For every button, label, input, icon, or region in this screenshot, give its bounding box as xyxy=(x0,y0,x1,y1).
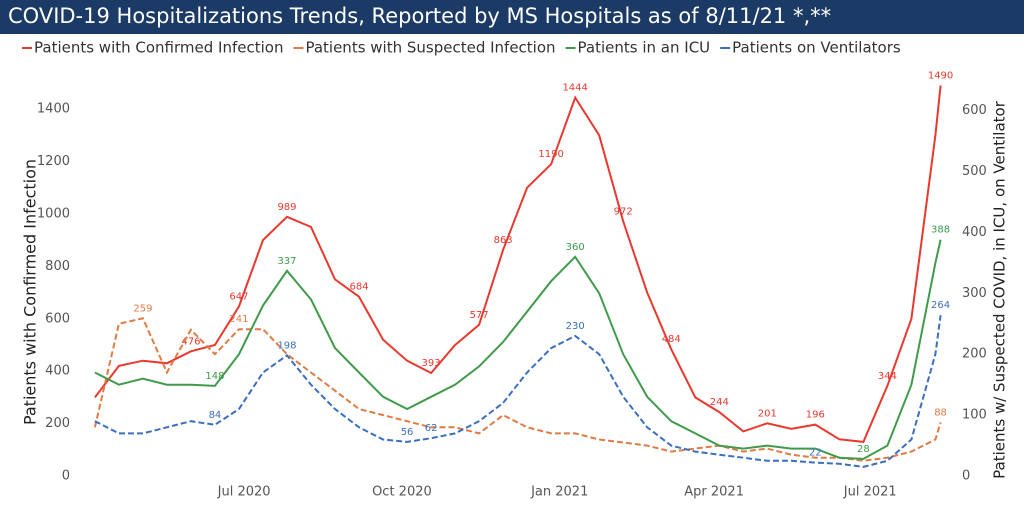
data-label: 201 xyxy=(758,408,777,419)
y-tick-label: 1200 xyxy=(37,154,70,169)
data-label: 989 xyxy=(277,202,296,213)
series-line xyxy=(94,315,942,468)
y2-tick-label: 500 xyxy=(962,164,987,179)
data-label: 148 xyxy=(205,371,224,382)
data-label: 337 xyxy=(277,256,296,267)
chart-title: COVID-19 Hospitalizations Trends, Report… xyxy=(8,4,831,28)
x-tick-label: Jan 2021 xyxy=(530,485,588,500)
data-label: 684 xyxy=(349,282,368,293)
series-line xyxy=(93,317,942,462)
y2-tick-label: 300 xyxy=(962,286,987,301)
data-label: 1444 xyxy=(562,83,587,94)
data-label: 476 xyxy=(181,336,200,347)
y2-axis-title: Patients w/ Suspected COVID, in ICU, on … xyxy=(991,100,1009,479)
data-label: 647 xyxy=(229,291,248,302)
data-label: 1190 xyxy=(538,149,563,160)
series-line xyxy=(94,239,942,460)
data-label: 244 xyxy=(710,397,729,408)
y-tick-label: 800 xyxy=(45,259,70,274)
y-tick-label: 400 xyxy=(45,364,70,379)
y2-tick-label: 400 xyxy=(962,225,987,240)
data-label: 1490 xyxy=(928,71,953,82)
legend-label: Patients with Confirmed Infection xyxy=(34,39,283,57)
data-label: 56 xyxy=(401,427,414,438)
x-tick-label: Jul 2020 xyxy=(217,485,271,500)
data-label: 972 xyxy=(614,206,633,217)
data-label: 393 xyxy=(422,358,441,369)
y-tick-label: 200 xyxy=(45,416,70,431)
legend-label: Patients on Ventilators xyxy=(732,39,901,57)
data-label: 196 xyxy=(806,410,825,421)
data-label: 241 xyxy=(229,314,248,325)
data-label: 388 xyxy=(931,225,950,236)
data-label: 84 xyxy=(209,410,222,421)
data-label: 264 xyxy=(931,300,950,311)
y2-tick-label: 100 xyxy=(962,408,987,423)
data-label: 28 xyxy=(857,444,870,455)
y2-tick-label: 0 xyxy=(962,469,970,484)
y-tick-label: 0 xyxy=(62,469,70,484)
data-label: 577 xyxy=(470,310,489,321)
data-label: 344 xyxy=(878,371,897,382)
x-tick-label: Apr 2021 xyxy=(684,485,744,500)
y-tick-label: 1000 xyxy=(37,206,70,221)
data-label: 863 xyxy=(494,235,513,246)
y2-tick-label: 200 xyxy=(962,347,987,362)
data-label: 62 xyxy=(425,423,438,434)
x-tick-label: Jul 2021 xyxy=(843,485,897,500)
data-label: 22 xyxy=(809,448,822,459)
data-label: 259 xyxy=(133,303,152,314)
title-bar xyxy=(0,0,1024,34)
data-label: 198 xyxy=(277,340,296,351)
data-label: 88 xyxy=(934,407,947,418)
data-label: 360 xyxy=(566,242,585,253)
y-axis-title: Patients with Confirmed Infection xyxy=(21,159,40,425)
y-tick-label: 600 xyxy=(45,311,70,326)
legend-label: Patients in an ICU xyxy=(578,39,711,57)
data-label: 230 xyxy=(566,321,585,332)
y-tick-label: 1400 xyxy=(37,102,70,117)
y2-tick-label: 600 xyxy=(962,103,987,118)
legend-label: Patients with Suspected Infection xyxy=(305,39,555,57)
x-tick-label: Oct 2020 xyxy=(372,485,432,500)
series-line xyxy=(94,85,942,443)
data-label: 484 xyxy=(662,334,681,345)
